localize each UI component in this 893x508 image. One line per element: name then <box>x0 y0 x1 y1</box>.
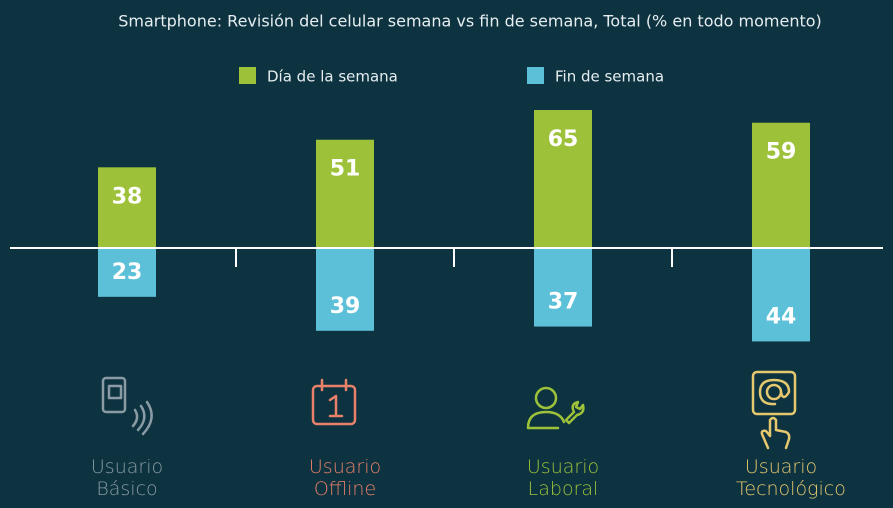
value-label: 44 <box>766 304 797 329</box>
bar <box>534 248 592 327</box>
value-label: 39 <box>330 294 361 319</box>
category-label: Usuario Básico <box>90 456 164 500</box>
legend-swatch <box>239 67 256 84</box>
icon-laboral <box>526 386 585 430</box>
icon-tech <box>751 370 797 450</box>
icon-basic <box>101 376 153 436</box>
icons <box>101 370 797 450</box>
bar <box>316 139 374 248</box>
legend-swatch <box>527 67 544 84</box>
value-label: 37 <box>548 290 579 315</box>
value-label: 65 <box>548 127 579 152</box>
value-label: 23 <box>112 260 143 285</box>
value-label: 59 <box>766 140 797 165</box>
value-label: 38 <box>112 184 143 209</box>
legend-label: Fin de semana <box>555 68 664 86</box>
bar <box>752 122 810 248</box>
bar <box>316 248 374 331</box>
bar <box>534 110 592 248</box>
category-label: Usuario Offline <box>308 456 382 500</box>
category-label: Usuario Laboral <box>526 456 600 500</box>
legend-label: Día de la semana <box>267 68 398 86</box>
value-label: 51 <box>330 157 361 182</box>
bar <box>752 248 810 342</box>
icon-offline <box>311 378 357 426</box>
bar <box>98 167 156 248</box>
bar <box>98 248 156 297</box>
chart-title: Smartphone: Revisión del celular semana … <box>118 12 822 31</box>
category-label: Usuario Tecnológico <box>736 456 846 500</box>
